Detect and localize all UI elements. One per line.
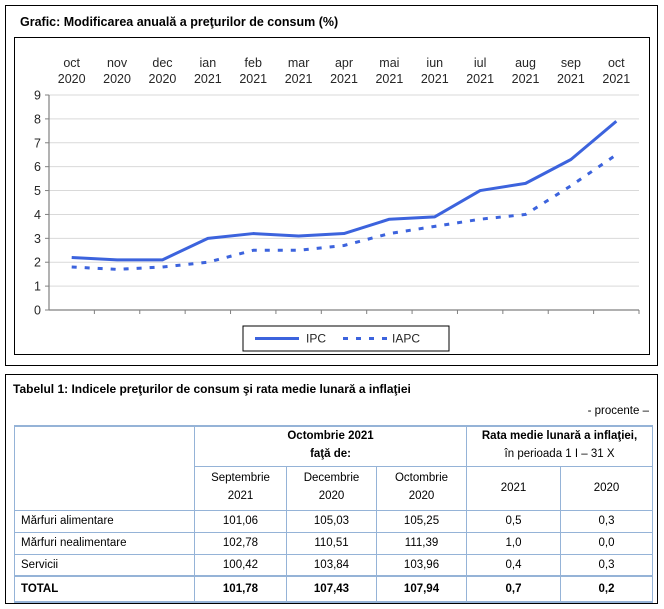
cell-value: 0,2 (560, 575, 654, 603)
cell-value: 101,78 (194, 575, 287, 603)
col-header-octombrie-2020: Octombrie 2020 (375, 465, 468, 511)
table-stub-header-cell (14, 425, 195, 511)
group-header-octombrie-2021: Octombrie 2021 faţă de: (193, 425, 468, 467)
table-section: Tabelul 1: Indicele preţurilor de consum… (5, 374, 658, 604)
cell-value: 105,25 (375, 509, 468, 533)
cell-value: 102,78 (194, 531, 287, 555)
cell-value: 0,3 (560, 553, 654, 577)
cell-value: 107,94 (375, 575, 468, 603)
col-header-line1: Septembrie (211, 472, 270, 485)
cell-value: 103,84 (286, 553, 377, 577)
table-section-title: Tabelul 1: Indicele preţurilor de consum… (13, 382, 411, 396)
y-tick-label: 7 (34, 136, 41, 150)
cell-value: 0,0 (560, 531, 654, 555)
x-category-month: iun (426, 56, 443, 70)
cell-value: 111,39 (375, 531, 468, 555)
x-category-month: apr (335, 56, 353, 70)
row-label: Mărfuri nealimentare (14, 531, 195, 555)
group-header-line1: Rata medie lunară a inflaţiei, (481, 430, 638, 443)
x-category-month: sep (561, 56, 581, 70)
x-category-year: 2021 (239, 72, 267, 86)
chart-section-title: Grafic: Modificarea anuală a preţurilor … (20, 15, 339, 29)
y-tick-label: 3 (34, 232, 41, 246)
table-row-marfuri-alimentare: Mărfuri alimentare 101,06 105,03 105,25 … (14, 509, 654, 533)
x-category-month: mar (288, 56, 310, 70)
x-category-year: 2021 (421, 72, 449, 86)
col-header-line1: Octombrie (394, 472, 449, 485)
y-tick-label: 0 (34, 304, 41, 318)
chart-frame: 0 1 2 3 4 5 6 7 8 9 oct 2020 nov 2020 dec 2020 ian 2021 fe… (14, 37, 650, 355)
cell-value: 100,42 (194, 553, 287, 577)
x-category-year: 2021 (512, 72, 540, 86)
y-tick-label: 9 (34, 89, 41, 103)
row-label: Mărfuri alimentare (14, 509, 195, 533)
col-header-septembrie-2021: Septembrie 2021 (194, 465, 287, 511)
group-header-line2: în perioada 1 I – 31 X (504, 448, 615, 461)
x-category-year: 2020 (58, 72, 86, 86)
col-header-line2: 2021 (227, 490, 254, 502)
x-category-year: 2020 (149, 72, 177, 86)
cell-value: 0,5 (466, 509, 562, 533)
table-row-servicii: Servicii 100,42 103,84 103,96 0,4 0,3 (14, 553, 654, 577)
y-tick-label: 6 (34, 160, 41, 174)
cpi-table: Octombrie 2021 faţă de: Rata medie lunar… (14, 425, 654, 603)
table-sub-header-row: Septembrie 2021 Decembrie 2020 Octombrie… (15, 465, 654, 511)
x-category-year: 2021 (194, 72, 222, 86)
group-header-line1: Octombrie 2021 (287, 430, 374, 443)
legend-label-iapc: IAPC (392, 332, 420, 346)
x-category-month: oct (63, 56, 80, 70)
y-tick-label: 2 (34, 256, 41, 270)
cell-value: 110,51 (286, 531, 377, 555)
x-category-month: dec (152, 56, 172, 70)
x-category-year: 2021 (466, 72, 494, 86)
row-label: TOTAL (14, 575, 195, 603)
table-row-total: TOTAL 101,78 107,43 107,94 0,7 0,2 (14, 575, 654, 603)
cell-value: 101,06 (194, 509, 287, 533)
y-tick-label: 5 (34, 184, 41, 198)
cell-value: 103,96 (375, 553, 468, 577)
y-tick-label: 4 (34, 208, 41, 222)
y-tick-label: 1 (34, 280, 41, 294)
x-category-month: nov (107, 56, 128, 70)
line-chart: 0 1 2 3 4 5 6 7 8 9 oct 2020 nov 2020 dec 2020 ian 2021 fe… (34, 56, 640, 352)
col-header-2020: 2020 (560, 465, 654, 511)
x-category-year: 2021 (557, 72, 585, 86)
group-header-line2: faţă de: (310, 448, 351, 461)
x-category-month: iul (474, 56, 487, 70)
col-header-line1: Decembrie (303, 472, 360, 485)
x-category-year: 2021 (285, 72, 313, 86)
group-header-rata-medie: Rata medie lunară a inflaţiei, în perioa… (466, 425, 654, 467)
cell-value: 107,43 (286, 575, 377, 603)
x-category-month: aug (515, 56, 536, 70)
cell-value: 105,03 (286, 509, 377, 533)
x-category-month: ian (200, 56, 217, 70)
x-category-year: 2020 (103, 72, 131, 86)
legend-label-ipc: IPC (306, 332, 326, 346)
x-category-year: 2021 (602, 72, 630, 86)
cell-value: 0,3 (560, 509, 654, 533)
cell-value: 0,7 (466, 575, 562, 603)
table-row-marfuri-nealimentare: Mărfuri nealimentare 102,78 110,51 111,3… (14, 531, 654, 555)
cell-value: 0,4 (466, 553, 562, 577)
col-header-2021: 2021 (466, 465, 562, 511)
col-header-decembrie-2020: Decembrie 2020 (286, 465, 377, 511)
cell-value: 1,0 (466, 531, 562, 555)
y-tick-label: 8 (34, 112, 41, 126)
x-category-month: mai (379, 56, 399, 70)
series-line-ipc (71, 120, 618, 262)
series-line-iapc (71, 153, 618, 271)
col-header-line2: 2020 (408, 490, 435, 502)
x-category-year: 2021 (375, 72, 403, 86)
x-category-month: oct (608, 56, 625, 70)
chart-section: Grafic: Modificarea anuală a preţurilor … (5, 5, 658, 366)
table-group-header-row: Octombrie 2021 faţă de: Rata medie lunar… (14, 425, 654, 511)
unit-note: - procente – (587, 405, 649, 417)
x-category-month: feb (245, 56, 262, 70)
col-header-line2: 2020 (318, 490, 345, 502)
x-category-year: 2021 (330, 72, 358, 86)
row-label: Servicii (14, 553, 195, 577)
